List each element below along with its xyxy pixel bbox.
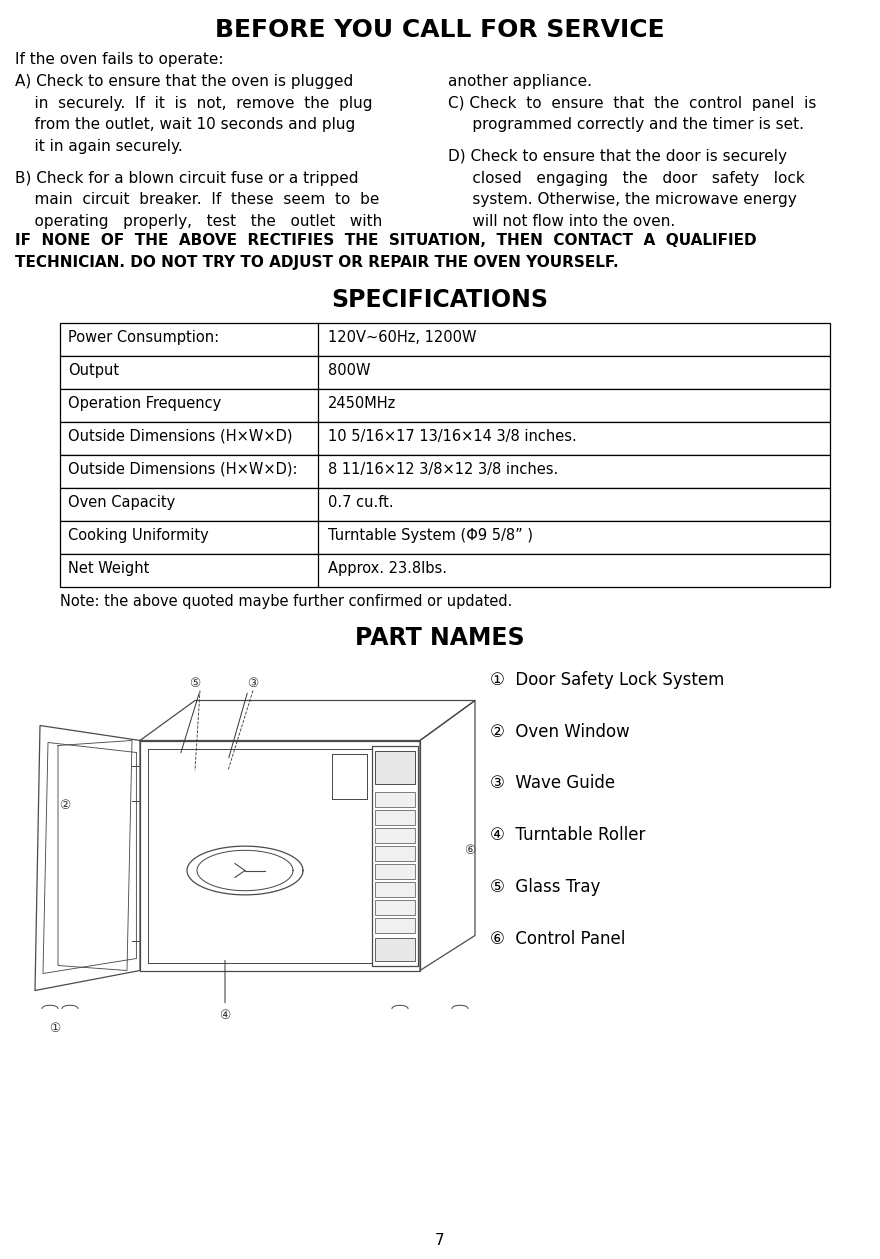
Bar (375, 750, 415, 783)
Text: 7: 7 (436, 1233, 444, 1248)
Text: ⑤  Glass Tray: ⑤ Glass Tray (490, 879, 600, 896)
Bar (60, 355, 830, 389)
Text: ②  Oven Window: ② Oven Window (490, 723, 630, 740)
Text: PART NAMES: PART NAMES (356, 626, 524, 650)
Bar (375, 846, 415, 860)
Text: ⑤: ⑤ (189, 677, 201, 690)
Text: 8 11/16×12 3/8×12 3/8 inches.: 8 11/16×12 3/8×12 3/8 inches. (328, 462, 558, 476)
Text: Net Weight: Net Weight (68, 560, 150, 575)
Text: Oven Capacity: Oven Capacity (68, 495, 175, 510)
Text: ①  Door Safety Lock System: ① Door Safety Lock System (490, 671, 724, 689)
Text: Output: Output (68, 363, 119, 378)
Bar (375, 881, 415, 896)
Bar (60, 389, 830, 422)
Bar (375, 792, 415, 807)
Text: Approx. 23.8lbs.: Approx. 23.8lbs. (328, 560, 447, 575)
Text: another appliance.: another appliance. (448, 74, 592, 89)
Text: ⑥: ⑥ (465, 844, 475, 857)
Bar (60, 454, 830, 487)
Text: ⑥  Control Panel: ⑥ Control Panel (490, 930, 626, 948)
Text: 800W: 800W (328, 363, 370, 378)
Text: If the oven fails to operate:: If the oven fails to operate: (15, 52, 224, 67)
Text: A) Check to ensure that the oven is plugged: A) Check to ensure that the oven is plug… (15, 74, 353, 89)
Text: programmed correctly and the timer is set.: programmed correctly and the timer is se… (448, 117, 804, 132)
Text: ①: ① (49, 1022, 61, 1035)
Bar (60, 554, 830, 587)
Text: ④: ④ (219, 1008, 231, 1022)
Bar (375, 827, 415, 842)
Bar (375, 810, 415, 825)
Text: ④  Turntable Roller: ④ Turntable Roller (490, 826, 645, 845)
Text: from the outlet, wait 10 seconds and plug: from the outlet, wait 10 seconds and plu… (15, 117, 356, 132)
Text: ③  Wave Guide: ③ Wave Guide (490, 774, 615, 792)
Text: 10 5/16×17 13/16×14 3/8 inches.: 10 5/16×17 13/16×14 3/8 inches. (328, 428, 576, 443)
Text: closed   engaging   the   door   safety   lock: closed engaging the door safety lock (448, 171, 804, 186)
Bar (375, 938, 415, 961)
Text: C) Check  to  ensure  that  the  control  panel  is: C) Check to ensure that the control pane… (448, 96, 817, 111)
Text: Outside Dimensions (H×W×D):: Outside Dimensions (H×W×D): (68, 462, 297, 476)
Text: in  securely.  If  it  is  not,  remove  the  plug: in securely. If it is not, remove the pl… (15, 96, 372, 111)
Text: Outside Dimensions (H×W×D): Outside Dimensions (H×W×D) (68, 428, 292, 443)
Text: D) Check to ensure that the door is securely: D) Check to ensure that the door is secu… (448, 150, 787, 164)
Bar (60, 487, 830, 520)
Bar (375, 864, 415, 879)
Text: system. Otherwise, the microwave energy: system. Otherwise, the microwave energy (448, 193, 796, 208)
Text: it in again securely.: it in again securely. (15, 138, 183, 154)
Text: IF  NONE  OF  THE  ABOVE  RECTIFIES  THE  SITUATION,  THEN  CONTACT  A  QUALIFIE: IF NONE OF THE ABOVE RECTIFIES THE SITUA… (15, 233, 757, 248)
Text: TECHNICIAN. DO NOT TRY TO ADJUST OR REPAIR THE OVEN YOURSELF.: TECHNICIAN. DO NOT TRY TO ADJUST OR REPA… (15, 254, 619, 269)
Text: Power Consumption:: Power Consumption: (68, 330, 219, 345)
Text: 120V~60Hz, 1200W: 120V~60Hz, 1200W (328, 330, 476, 345)
Bar (60, 322, 830, 355)
Bar (375, 918, 415, 933)
Text: Cooking Uniformity: Cooking Uniformity (68, 528, 209, 543)
Bar (60, 422, 830, 454)
Text: main  circuit  breaker.  If  these  seem  to  be: main circuit breaker. If these seem to b… (15, 193, 379, 208)
Text: Operation Frequency: Operation Frequency (68, 395, 221, 410)
Text: Note: the above quoted maybe further confirmed or updated.: Note: the above quoted maybe further con… (60, 593, 512, 608)
Text: ②: ② (59, 799, 70, 812)
Text: 0.7 cu.ft.: 0.7 cu.ft. (328, 495, 393, 510)
Text: Turntable System (Φ9 5/8” ): Turntable System (Φ9 5/8” ) (328, 528, 533, 543)
Text: B) Check for a blown circuit fuse or a tripped: B) Check for a blown circuit fuse or a t… (15, 171, 358, 186)
Text: ③: ③ (247, 677, 259, 690)
Bar (375, 899, 415, 914)
Bar (60, 520, 830, 554)
Text: will not flow into the oven.: will not flow into the oven. (448, 214, 675, 229)
Text: 2450MHz: 2450MHz (328, 395, 396, 410)
Text: operating   properly,   test   the   outlet   with: operating properly, test the outlet with (15, 214, 382, 229)
Text: BEFORE YOU CALL FOR SERVICE: BEFORE YOU CALL FOR SERVICE (216, 18, 664, 42)
Text: SPECIFICATIONS: SPECIFICATIONS (332, 287, 548, 311)
